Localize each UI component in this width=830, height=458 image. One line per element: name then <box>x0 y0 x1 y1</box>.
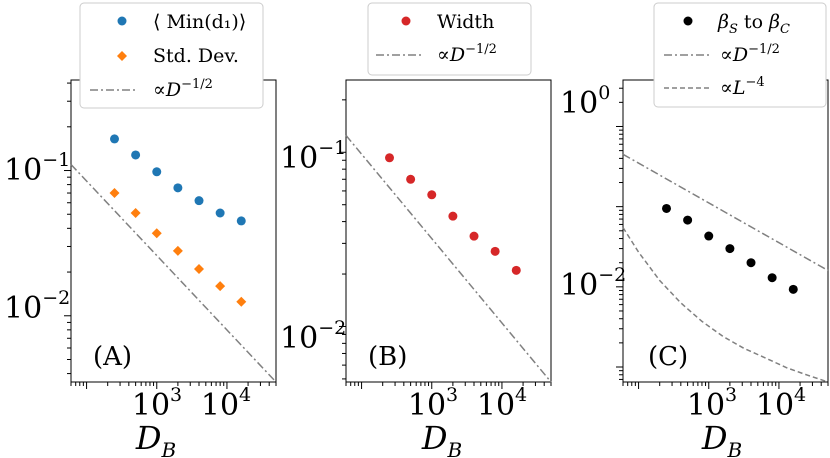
data-point <box>130 208 141 219</box>
panel-c-legend: βS to βC ∝D−1/2 ∝L−4 <box>653 2 827 108</box>
data-point <box>725 244 735 254</box>
legend-label-d-half: ∝D−1/2 <box>437 42 497 66</box>
panel-b-xtick-label: 104 <box>477 384 527 423</box>
data-point <box>683 215 693 225</box>
panel-c-legend-box <box>653 2 827 108</box>
reference-line <box>345 134 552 383</box>
panel-a-lines <box>70 163 277 383</box>
data-point <box>110 134 120 144</box>
panel-c-xtick-label: 103 <box>687 384 737 423</box>
data-point <box>236 296 247 307</box>
data-point <box>236 216 246 226</box>
panel-c-frame <box>622 79 829 383</box>
panel-a-label: (A) <box>93 342 132 372</box>
legend-label-beta: βS to βC <box>717 11 790 37</box>
data-point <box>469 231 479 241</box>
panel-a-legend-box <box>79 2 264 109</box>
panel-b-frame <box>345 79 552 383</box>
panel-a-minor-ticks <box>67 82 277 386</box>
data-point <box>215 208 225 218</box>
panel-b: 103 104 10−1 10−2 DB (B) Width ∝D−1/2 <box>280 2 552 458</box>
data-point <box>172 245 183 256</box>
legend-marker-std-dev <box>117 51 127 61</box>
panel-a-xtick-label: 103 <box>132 384 182 423</box>
legend-marker-width <box>401 16 411 26</box>
panel-c-markers <box>662 203 798 294</box>
panel-c: 103 104 100 10−2 DB (C) βS to βC ∝D−1/2 … <box>560 2 829 458</box>
panel-a-xtick-label: 104 <box>201 384 251 423</box>
data-point <box>511 265 521 275</box>
data-point <box>215 281 226 292</box>
legend-label-d-half: ∝D−1/2 <box>153 77 213 101</box>
legend-marker-min-d1 <box>117 16 127 26</box>
data-point <box>746 258 756 268</box>
data-point <box>131 150 141 160</box>
panel-b-legend: Width ∝D−1/2 <box>367 2 532 76</box>
data-point <box>662 203 672 213</box>
panel-b-label: (B) <box>368 342 407 372</box>
legend-label-width: Width <box>437 11 494 33</box>
legend-label-d-half: ∝D−1/2 <box>720 42 780 66</box>
data-point <box>427 190 437 200</box>
data-point <box>151 228 162 239</box>
panel-c-ytick-label: 10−2 <box>560 264 626 303</box>
panel-a-x-axis-title: DB <box>135 419 176 458</box>
panel-a-major-ticks <box>64 170 228 389</box>
data-point <box>109 188 120 199</box>
panel-a-markers <box>109 134 247 307</box>
data-point <box>448 211 458 221</box>
data-point <box>194 196 204 206</box>
legend-label-min-d1: ⟨ Min(d₁)⟩ <box>153 11 246 33</box>
data-point <box>194 263 205 274</box>
data-point <box>490 246 500 256</box>
reference-line <box>622 153 829 272</box>
data-point <box>152 167 162 177</box>
panel-b-ytick-label: 10−2 <box>280 317 346 356</box>
data-point <box>385 153 395 163</box>
panel-c-x-axis-title: DB <box>701 419 742 458</box>
panel-a-frame <box>70 79 277 383</box>
data-point <box>767 273 777 283</box>
panel-c-lines <box>622 153 829 383</box>
reference-line <box>70 163 277 383</box>
data-point <box>173 183 183 193</box>
panel-c-label: (C) <box>648 342 688 372</box>
panel-c-ytick-label: 100 <box>560 82 610 121</box>
panel-a-ytick-label: 10−1 <box>4 149 70 188</box>
panel-b-major-ticks <box>339 151 503 389</box>
panel-a: 103 104 10−1 10−2 DB (A) ⟨ Min(d₁)⟩ Std.… <box>4 2 277 458</box>
panel-a-ytick-label: 10−2 <box>4 287 70 326</box>
panel-a-legend: ⟨ Min(d₁)⟩ Std. Dev. ∝D−1/2 <box>79 2 264 109</box>
panel-b-minor-ticks <box>342 99 552 386</box>
reference-line <box>622 227 829 383</box>
legend-label-l-four: ∝L−4 <box>720 75 765 99</box>
panel-c-xtick-label: 104 <box>756 384 806 423</box>
data-point <box>406 174 416 184</box>
panel-b-ytick-label: 10−1 <box>280 137 346 176</box>
panel-b-markers <box>385 153 521 275</box>
data-point <box>704 231 714 241</box>
panel-c-major-ticks <box>616 125 780 389</box>
panel-b-lines <box>345 134 552 383</box>
panel-b-x-axis-title: DB <box>421 419 462 458</box>
data-point <box>788 284 798 294</box>
legend-marker-beta <box>683 16 693 26</box>
legend-label-std-dev: Std. Dev. <box>153 45 239 67</box>
panel-c-minor-ticks <box>619 87 829 386</box>
panel-b-xtick-label: 103 <box>408 384 458 423</box>
